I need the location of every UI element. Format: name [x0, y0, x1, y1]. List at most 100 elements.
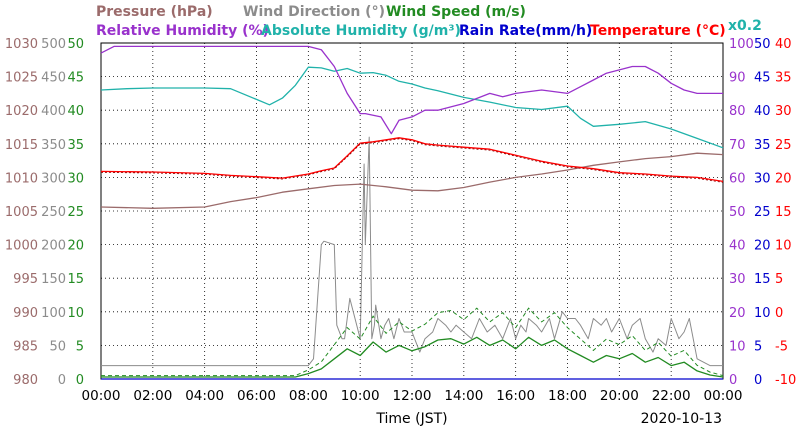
- y-tick-wind-speed: 45: [67, 71, 84, 86]
- y-tick-rel-hum: 40: [729, 239, 746, 254]
- legend-rain-scale: x0.2: [728, 18, 762, 34]
- y-tick-wind-speed: 5: [76, 339, 84, 354]
- x-tick-label: 16:00: [496, 388, 535, 404]
- y-tick-temp: -5: [775, 339, 788, 354]
- y-tick-rain: 50: [754, 37, 771, 52]
- legend-wind-speed: Wind Speed (m/s): [386, 4, 526, 20]
- series-line-temperature-c: [100, 137, 724, 183]
- y-tick-wind-dir: 500: [41, 37, 66, 52]
- y-tick-temp: 0: [775, 306, 783, 321]
- y-tick-rel-hum: 10: [729, 339, 746, 354]
- y-tick-rel-hum: 30: [729, 272, 746, 287]
- y-tick-rain: 40: [754, 104, 771, 119]
- y-tick-pressure: 995: [13, 272, 38, 287]
- legend-pressure: Pressure (hPa): [96, 4, 213, 20]
- y-tick-rel-hum: 0: [729, 373, 737, 388]
- legend-relative-humidity: Relative Humidity (%): [96, 23, 269, 39]
- legend-temperature: Temperature (°C): [590, 23, 726, 39]
- y-tick-wind-dir: 400: [41, 104, 66, 119]
- series-line-absolute-humidity-g-m: [100, 66, 724, 149]
- y-tick-wind-speed: 30: [67, 171, 84, 186]
- x-tick-label: 04:00: [185, 388, 224, 404]
- y-tick-rel-hum: 70: [729, 138, 746, 153]
- y-tick-rain: 5: [754, 339, 762, 354]
- x-tick-label: 00:00: [82, 388, 121, 404]
- y-tick-pressure: 1020: [5, 104, 38, 119]
- series-line-wind-speed-m-s: [101, 336, 724, 378]
- y-tick-temp: 20: [775, 171, 792, 186]
- y-tick-wind-dir: 50: [49, 339, 66, 354]
- x-tick-label: 02:00: [133, 388, 172, 404]
- y-tick-rel-hum: 20: [729, 306, 746, 321]
- grid: [101, 43, 723, 379]
- y-tick-wind-dir: 0: [58, 373, 66, 388]
- y-tick-wind-speed: 0: [76, 373, 84, 388]
- y-tick-pressure: 1010: [5, 171, 38, 186]
- series-line-relative-humidity: [100, 45, 723, 135]
- y-tick-pressure: 985: [13, 339, 38, 354]
- y-tick-rel-hum: 100: [729, 37, 754, 52]
- x-tick-labels: 00:00 02:00 04:00 06:00 08:00 10:00 12:00 14:00…: [82, 388, 743, 404]
- y-tick-rain: 35: [754, 138, 771, 153]
- y-tick-rel-hum: 80: [729, 104, 746, 119]
- y-tick-temp: 10: [775, 239, 792, 254]
- series-layer: [100, 45, 724, 380]
- y-tick-wind-speed: 50: [67, 37, 84, 52]
- x-tick-label: 18:00: [548, 388, 587, 404]
- y-tick-rain: 10: [754, 306, 771, 321]
- y-tick-wind-dir: 200: [41, 239, 66, 254]
- series-line-wind-direction: [101, 136, 723, 367]
- y-tick-rain: 0: [754, 373, 762, 388]
- y-tick-wind-dir: 100: [41, 306, 66, 321]
- y-tick-rel-hum: 90: [729, 71, 746, 86]
- x-tick-label: 22:00: [652, 388, 691, 404]
- x-tick-label: 06:00: [237, 388, 276, 404]
- y-tick-pressure: 1015: [5, 138, 38, 153]
- x-tick-label: 10:00: [341, 388, 380, 404]
- y-tick-temp: 35: [775, 71, 792, 86]
- y-tick-rain: 45: [754, 71, 771, 86]
- legend-rain-rate: Rain Rate(mm/h): [459, 23, 592, 39]
- y-tick-rain: 25: [754, 205, 771, 220]
- legend-absolute-humidity: Absolute Humidity (g/m³): [261, 23, 461, 39]
- series-line-pressure-hpa: [100, 152, 724, 209]
- y-tick-temp: -10: [775, 373, 796, 388]
- y-tick-pressure: 1025: [5, 71, 38, 86]
- y-tick-labels: 9809859909951000100510101015102010251030…: [5, 37, 796, 388]
- y-tick-rel-hum: 50: [729, 205, 746, 220]
- y-tick-wind-speed: 20: [67, 239, 84, 254]
- x-tick-label: 00:00: [704, 388, 743, 404]
- y-tick-rain: 20: [754, 239, 771, 254]
- y-tick-wind-speed: 25: [67, 205, 84, 220]
- y-tick-rain: 15: [754, 272, 771, 287]
- y-tick-wind-dir: 250: [41, 205, 66, 220]
- y-tick-temp: 15: [775, 205, 792, 220]
- series-line-temperature-shadow: [100, 138, 724, 183]
- y-tick-pressure: 1030: [5, 37, 38, 52]
- y-tick-pressure: 980: [13, 373, 38, 388]
- y-tick-wind-speed: 15: [67, 272, 84, 287]
- y-tick-rel-hum: 60: [729, 171, 746, 186]
- y-tick-wind-speed: 10: [67, 306, 84, 321]
- y-tick-wind-dir: 450: [41, 71, 66, 86]
- y-tick-wind-dir: 300: [41, 171, 66, 186]
- x-tick-label: 12:00: [393, 388, 432, 404]
- y-tick-temp: 25: [775, 138, 792, 153]
- y-tick-pressure: 1000: [5, 239, 38, 254]
- x-tick-label: 08:00: [289, 388, 328, 404]
- y-tick-temp: 40: [775, 37, 792, 52]
- series-line-wind-gust: [101, 307, 724, 377]
- x-axis-label: Time (JST): [375, 411, 447, 427]
- x-tick-label: 14:00: [444, 388, 483, 404]
- y-tick-wind-dir: 350: [41, 138, 66, 153]
- y-tick-temp: 5: [775, 272, 783, 287]
- y-tick-temp: 30: [775, 104, 792, 119]
- x-tick-label: 20:00: [600, 388, 639, 404]
- legend: Pressure (hPa) Wind Direction (°) Wind S…: [96, 4, 762, 39]
- y-tick-wind-speed: 40: [67, 104, 84, 119]
- y-tick-rain: 30: [754, 171, 771, 186]
- y-tick-pressure: 1005: [5, 205, 38, 220]
- y-tick-wind-dir: 150: [41, 272, 66, 287]
- y-tick-pressure: 990: [13, 306, 38, 321]
